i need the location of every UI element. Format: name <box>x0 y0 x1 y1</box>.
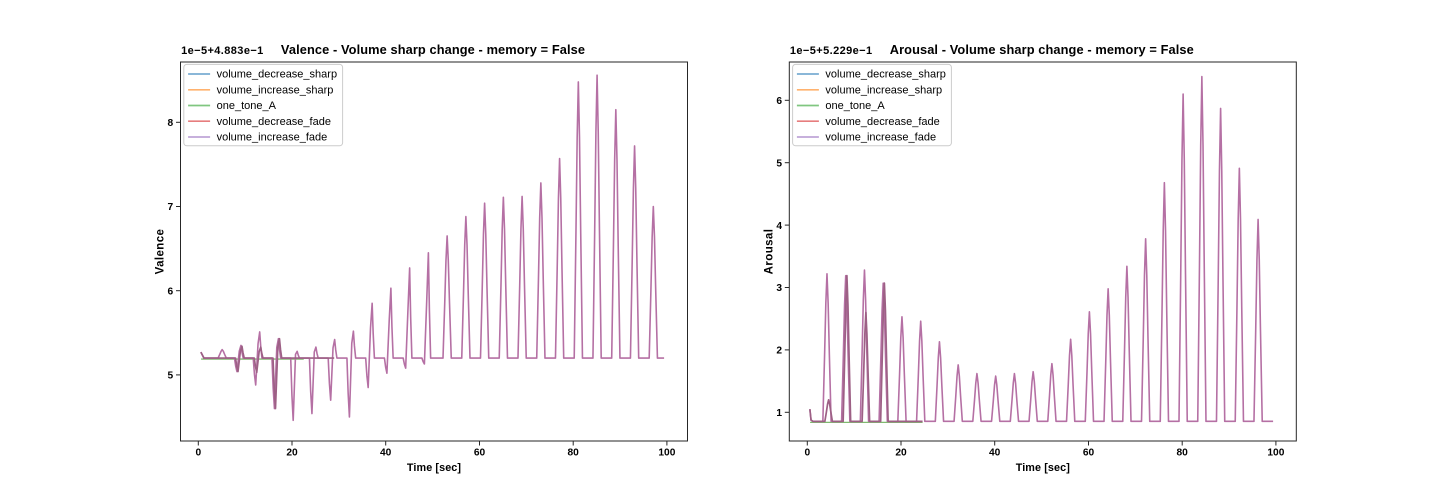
svg-text:80: 80 <box>568 448 580 459</box>
svg-text:volume_increase_sharp: volume_increase_sharp <box>217 85 334 97</box>
svg-text:3: 3 <box>776 283 782 294</box>
svg-text:1e−5+4.883e−1: 1e−5+4.883e−1 <box>181 45 264 57</box>
svg-text:Arousal - Volume sharp change: Arousal - Volume sharp change - memory =… <box>890 42 1194 57</box>
svg-text:5: 5 <box>168 371 174 382</box>
svg-text:8: 8 <box>168 118 174 129</box>
svg-text:100: 100 <box>658 448 675 459</box>
svg-text:40: 40 <box>380 448 392 459</box>
svg-text:1e−5+5.229e−1: 1e−5+5.229e−1 <box>790 45 873 57</box>
svg-text:volume_decrease_sharp: volume_decrease_sharp <box>217 69 337 81</box>
svg-text:one_tone_A: one_tone_A <box>825 100 885 112</box>
svg-text:6: 6 <box>168 286 174 297</box>
svg-text:one_tone_A: one_tone_A <box>217 100 277 112</box>
svg-text:0: 0 <box>804 448 810 459</box>
svg-text:Time [sec]: Time [sec] <box>1016 462 1070 474</box>
svg-text:volume_decrease_fade: volume_decrease_fade <box>217 116 331 128</box>
svg-text:20: 20 <box>286 448 298 459</box>
svg-text:Valence: Valence <box>155 229 167 275</box>
svg-text:5: 5 <box>776 158 782 169</box>
svg-text:4: 4 <box>776 221 782 232</box>
svg-text:volume_increase_sharp: volume_increase_sharp <box>825 85 942 97</box>
svg-text:7: 7 <box>168 202 174 213</box>
svg-text:20: 20 <box>895 448 907 459</box>
svg-text:Arousal: Arousal <box>763 229 775 275</box>
svg-text:volume_increase_fade: volume_increase_fade <box>217 132 328 144</box>
svg-text:60: 60 <box>474 448 486 459</box>
svg-text:volume_increase_fade: volume_increase_fade <box>825 132 936 144</box>
svg-text:Valence - Volume sharp change: Valence - Volume sharp change - memory =… <box>281 42 585 57</box>
svg-text:80: 80 <box>1177 448 1189 459</box>
svg-text:0: 0 <box>195 448 201 459</box>
svg-text:6: 6 <box>776 96 782 107</box>
svg-text:100: 100 <box>1267 448 1284 459</box>
svg-text:Time [sec]: Time [sec] <box>407 462 461 474</box>
svg-text:volume_decrease_fade: volume_decrease_fade <box>825 116 939 128</box>
svg-text:volume_decrease_sharp: volume_decrease_sharp <box>825 69 945 81</box>
svg-text:2: 2 <box>776 346 782 357</box>
svg-text:40: 40 <box>989 448 1001 459</box>
svg-text:1: 1 <box>776 408 782 419</box>
svg-text:60: 60 <box>1083 448 1095 459</box>
